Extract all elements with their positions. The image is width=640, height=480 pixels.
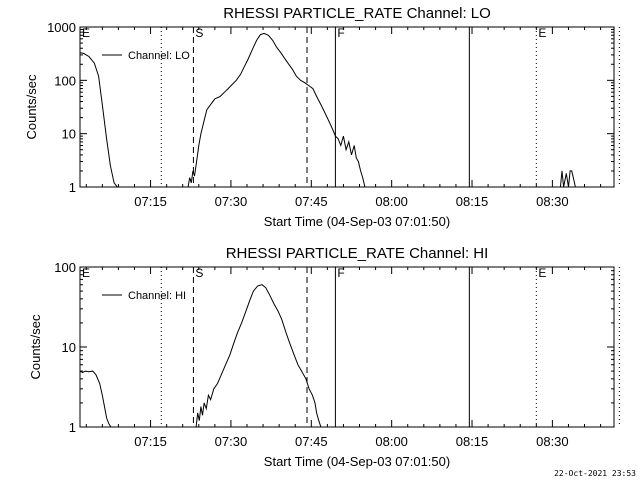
data-series-line bbox=[195, 284, 322, 427]
y-tick-label: 1 bbox=[69, 420, 76, 435]
x-axis-label: Start Time (04-Sep-03 07:01:50) bbox=[264, 454, 450, 469]
x-tick-label: 08:30 bbox=[536, 434, 569, 449]
x-axis-label: Start Time (04-Sep-03 07:01:50) bbox=[264, 214, 450, 229]
y-tick-label: 100 bbox=[54, 260, 76, 275]
event-marker-label: E bbox=[538, 26, 546, 40]
data-series-line bbox=[559, 170, 576, 187]
y-tick-label: 10 bbox=[62, 127, 76, 142]
x-tick-label: 07:30 bbox=[215, 194, 248, 209]
y-axis-label: Counts/sec bbox=[24, 74, 39, 140]
generation-timestamp: 22-Oct-2021 23:53 bbox=[554, 469, 636, 478]
data-series-line bbox=[80, 52, 118, 187]
event-marker-label: S bbox=[195, 266, 203, 280]
legend-label: Channel: LO bbox=[128, 50, 190, 62]
chart-title: RHESSI PARTICLE_RATE Channel: LO bbox=[223, 5, 491, 22]
x-tick-label: 07:45 bbox=[295, 434, 328, 449]
event-marker-label: E bbox=[82, 266, 90, 280]
plot-frame bbox=[79, 26, 615, 188]
event-marker-label: E bbox=[82, 26, 90, 40]
data-series-line bbox=[187, 32, 366, 187]
y-tick-label: 10 bbox=[62, 340, 76, 355]
legend-label: Channel: HI bbox=[128, 290, 186, 302]
chart-title: RHESSI PARTICLE_RATE Channel: HI bbox=[226, 245, 489, 262]
x-tick-label: 08:15 bbox=[456, 194, 489, 209]
x-tick-label: 07:45 bbox=[295, 194, 328, 209]
event-marker-label: S bbox=[195, 26, 203, 40]
x-tick-label: 07:30 bbox=[215, 434, 248, 449]
x-tick-label: 08:00 bbox=[375, 194, 408, 209]
x-tick-label: 08:15 bbox=[456, 434, 489, 449]
event-marker-label: F bbox=[337, 266, 344, 280]
x-tick-label: 07:15 bbox=[134, 194, 167, 209]
event-marker-label: F bbox=[337, 26, 344, 40]
data-series-line bbox=[80, 370, 112, 427]
x-tick-label: 08:00 bbox=[375, 434, 408, 449]
x-tick-label: 07:15 bbox=[134, 434, 167, 449]
x-tick-label: 08:30 bbox=[536, 194, 569, 209]
y-tick-label: 100 bbox=[54, 73, 76, 88]
y-tick-label: 1 bbox=[69, 180, 76, 195]
y-tick-label: 1000 bbox=[47, 20, 76, 35]
event-marker-label: E bbox=[538, 266, 546, 280]
y-axis-label: Counts/sec bbox=[28, 314, 43, 380]
